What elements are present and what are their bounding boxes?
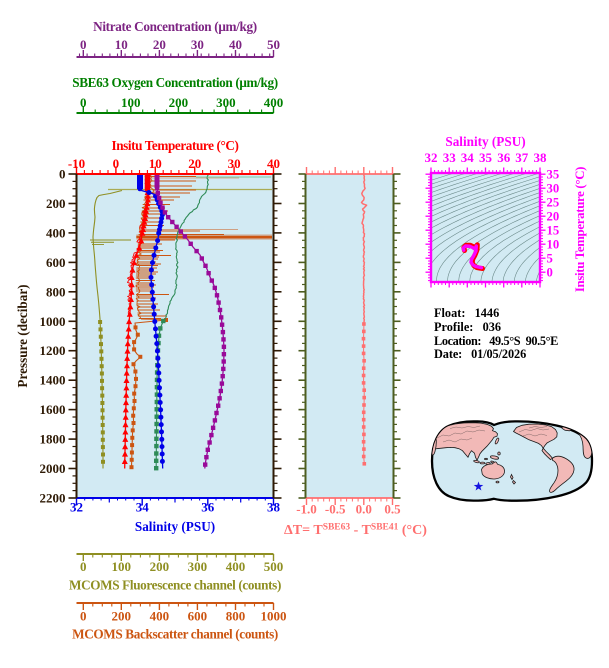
svg-text:200: 200 <box>46 196 66 211</box>
svg-text:40: 40 <box>229 37 242 52</box>
svg-text:Date: 01/05/2026: Date: 01/05/2026 <box>434 347 526 361</box>
svg-text:MCOMS Backscatter channel (cou: MCOMS Backscatter channel (counts) <box>72 627 278 642</box>
svg-text:200: 200 <box>112 609 132 624</box>
svg-text:1400: 1400 <box>40 373 66 388</box>
svg-text:0.0: 0.0 <box>356 502 372 517</box>
svg-text:Nitrate Concentration (μm/kg): Nitrate Concentration (μm/kg) <box>93 19 257 34</box>
svg-text:0: 0 <box>113 156 120 171</box>
svg-text:1000: 1000 <box>261 609 287 624</box>
svg-text:0: 0 <box>80 95 87 110</box>
svg-text:10: 10 <box>547 238 560 252</box>
svg-text:30: 30 <box>191 37 204 52</box>
svg-text:200: 200 <box>150 559 170 574</box>
svg-text:10: 10 <box>115 37 128 52</box>
svg-text:100: 100 <box>112 559 132 574</box>
svg-text:20: 20 <box>547 210 560 224</box>
svg-text:0: 0 <box>547 266 553 280</box>
svg-text:Float: 1446: Float: 1446 <box>434 306 499 320</box>
svg-text:34: 34 <box>136 500 150 515</box>
svg-text:Salinity (PSU): Salinity (PSU) <box>445 134 525 149</box>
svg-text:Profile: 036: Profile: 036 <box>434 320 501 334</box>
svg-text:36: 36 <box>497 150 511 165</box>
svg-text:800: 800 <box>46 284 66 299</box>
svg-text:35: 35 <box>547 168 560 182</box>
svg-text:38: 38 <box>534 150 548 165</box>
svg-text:200: 200 <box>169 95 189 110</box>
svg-text:35: 35 <box>479 150 493 165</box>
svg-text:0: 0 <box>80 559 87 574</box>
svg-text:0: 0 <box>59 167 66 182</box>
svg-text:SBE63 Oxygen Concentration (μm: SBE63 Oxygen Concentration (μm/kg) <box>72 75 277 90</box>
svg-text:20: 20 <box>188 156 201 171</box>
svg-text:1800: 1800 <box>40 432 66 447</box>
svg-text:34: 34 <box>461 150 475 165</box>
svg-text:MCOMS Fluorescence channel (co: MCOMS Fluorescence channel (counts) <box>69 578 281 593</box>
svg-text:Pressure (decibar): Pressure (decibar) <box>15 284 30 387</box>
svg-text:15: 15 <box>547 224 560 238</box>
svg-text:1600: 1600 <box>40 402 66 417</box>
svg-text:300: 300 <box>188 559 208 574</box>
svg-text:Insitu Temperature (°C): Insitu Temperature (°C) <box>112 138 239 153</box>
svg-text:-1.0: -1.0 <box>296 502 317 517</box>
svg-text:33: 33 <box>443 150 457 165</box>
svg-text:-0.5: -0.5 <box>325 502 346 517</box>
svg-text:Salinity (PSU): Salinity (PSU) <box>135 519 215 534</box>
svg-text:-10: -10 <box>68 156 85 171</box>
svg-text:0: 0 <box>80 37 87 52</box>
svg-text:300: 300 <box>216 95 236 110</box>
svg-text:40: 40 <box>267 156 280 171</box>
svg-text:1000: 1000 <box>40 314 66 329</box>
svg-text:37: 37 <box>515 150 529 165</box>
svg-text:2200: 2200 <box>40 491 66 506</box>
svg-text:400: 400 <box>226 559 246 574</box>
svg-text:30: 30 <box>228 156 241 171</box>
svg-text:0: 0 <box>80 609 87 624</box>
svg-text:600: 600 <box>46 255 66 270</box>
svg-text:32: 32 <box>70 500 83 515</box>
svg-text:500: 500 <box>264 559 284 574</box>
svg-text:2000: 2000 <box>40 461 66 476</box>
svg-text:30: 30 <box>547 182 560 196</box>
svg-text:0.5: 0.5 <box>384 502 401 517</box>
svg-text:5: 5 <box>547 252 553 266</box>
svg-text:36: 36 <box>201 500 215 515</box>
svg-text:100: 100 <box>121 95 141 110</box>
svg-text:38: 38 <box>267 500 281 515</box>
svg-text:600: 600 <box>188 609 208 624</box>
svg-text:1200: 1200 <box>40 343 66 358</box>
svg-text:400: 400 <box>150 609 170 624</box>
svg-text:400: 400 <box>46 225 66 240</box>
svg-text:400: 400 <box>264 95 284 110</box>
svg-text:25: 25 <box>547 196 560 210</box>
svg-text:32: 32 <box>425 150 438 165</box>
svg-text:800: 800 <box>226 609 246 624</box>
svg-text:Location: 49.5°S 90.5°E: Location: 49.5°S 90.5°E <box>434 334 558 348</box>
svg-text:Insitu Temperature (°C): Insitu Temperature (°C) <box>573 167 587 292</box>
svg-text:ΔT= TSBE63 - TSBE41 (°C): ΔT= TSBE63 - TSBE41 (°C) <box>284 523 427 539</box>
svg-text:20: 20 <box>153 37 166 52</box>
svg-text:50: 50 <box>267 37 280 52</box>
svg-text:10: 10 <box>149 156 162 171</box>
